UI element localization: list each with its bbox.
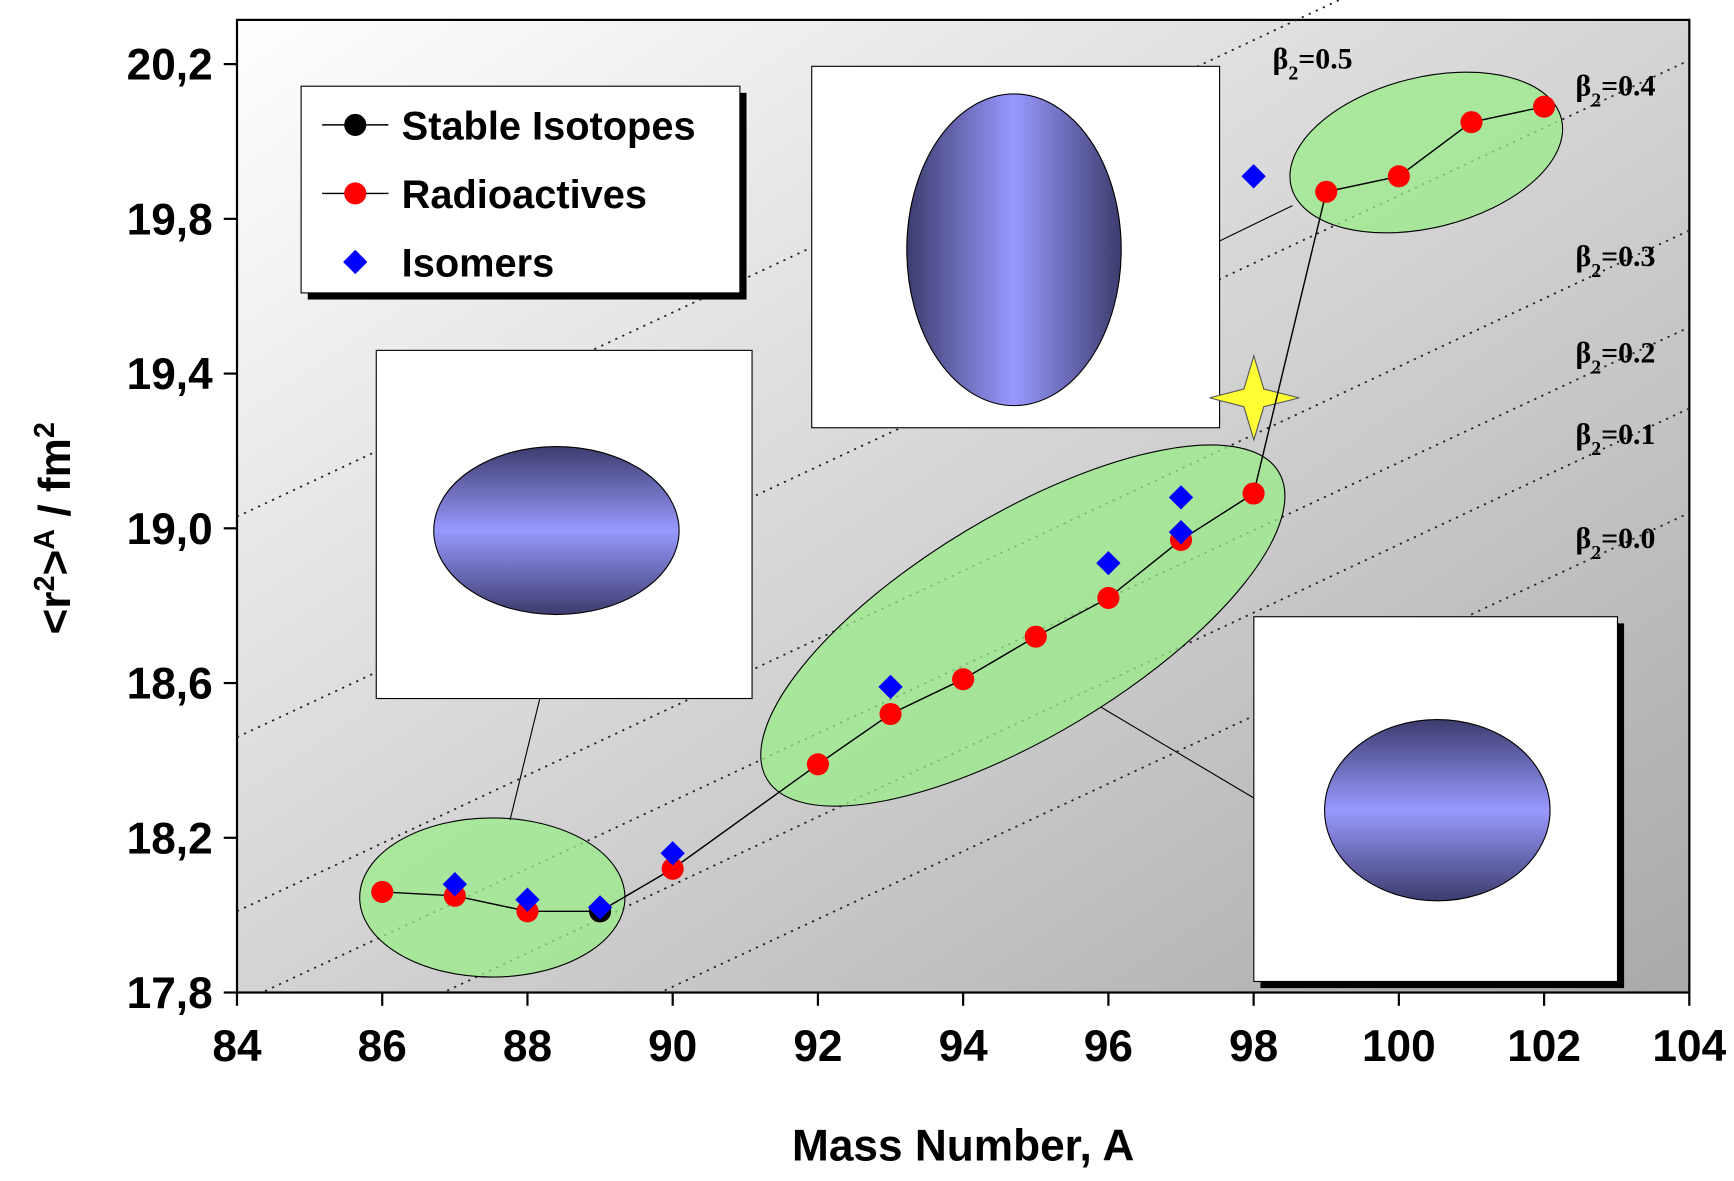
- nucleus-shape: [907, 94, 1121, 406]
- point: [952, 668, 974, 690]
- x-tick-label: 96: [1084, 1022, 1133, 1071]
- beta-sub: 2: [1288, 63, 1298, 85]
- y-axis-label: <r2>A / fm2: [29, 422, 80, 634]
- legend: Stable Isotopes Radioactives Isomers: [301, 86, 746, 299]
- x-tick-label: 100: [1362, 1022, 1436, 1071]
- nucleus-shape: [1325, 720, 1550, 901]
- point: [1097, 587, 1119, 609]
- nucleus-shape: [434, 447, 679, 615]
- region: [360, 818, 625, 977]
- point: [1460, 111, 1482, 133]
- beta-value: =0.1: [1601, 418, 1655, 451]
- legend-label: Stable Isotopes: [402, 104, 696, 148]
- beta-symbol: β: [1575, 418, 1591, 451]
- x-tick-label: 102: [1507, 1022, 1581, 1071]
- y-tick-label: 19,0: [127, 505, 213, 554]
- x-tick-label: 92: [793, 1022, 842, 1071]
- y-tick-label: 18,2: [127, 814, 213, 863]
- y-tick-label: 20,2: [127, 41, 213, 90]
- beta-sub: 2: [1591, 542, 1601, 564]
- y-label-part: <r: [31, 592, 80, 635]
- point: [371, 881, 393, 903]
- x-tick-label: 104: [1652, 1022, 1726, 1071]
- x-tick-label: 90: [648, 1022, 697, 1071]
- chart: Stable Isotopes Radioactives Isomers Mass …: [0, 0, 1734, 1176]
- y-tick-label: 19,8: [127, 195, 213, 244]
- beta-symbol: β: [1575, 70, 1591, 103]
- point: [1243, 482, 1265, 504]
- legend-label: Isomers: [402, 241, 555, 285]
- y-tick-label: 17,8: [127, 969, 213, 1018]
- beta-value: =0.5: [1298, 43, 1352, 76]
- y-label-part: >: [31, 550, 80, 576]
- beta-symbol: β: [1575, 336, 1591, 369]
- y-label-part: A: [29, 529, 61, 550]
- legend-marker: [344, 114, 366, 136]
- x-tick-label: 84: [212, 1022, 262, 1071]
- y-label-part: 2: [29, 422, 61, 438]
- x-tick-label: 98: [1229, 1022, 1278, 1071]
- y-tick-label: 18,6: [127, 660, 213, 709]
- x-tick-label: 86: [358, 1022, 407, 1071]
- beta-value: =0.0: [1601, 522, 1655, 555]
- beta-symbol: β: [1575, 240, 1591, 273]
- y-label-part: 2: [29, 576, 61, 592]
- beta-symbol: β: [1273, 43, 1289, 76]
- point: [1315, 181, 1337, 203]
- point: [807, 753, 829, 775]
- beta-value: =0.2: [1601, 336, 1655, 369]
- point: [1533, 96, 1555, 118]
- page: {"chart_data": {"type": "scatter", "xlab…: [0, 0, 1734, 1181]
- beta-sub: 2: [1591, 438, 1601, 460]
- point: [1388, 165, 1410, 187]
- legend-marker: [344, 182, 366, 204]
- beta-value: =0.4: [1601, 70, 1655, 103]
- x-axis-label: Mass Number, A: [792, 1122, 1134, 1171]
- beta-symbol: β: [1575, 522, 1591, 555]
- x-tick-label: 94: [939, 1022, 989, 1071]
- legend-label: Radioactives: [402, 173, 647, 217]
- beta-sub: 2: [1591, 90, 1601, 112]
- y-label-part: / fm: [31, 438, 80, 529]
- x-tick-label: 88: [503, 1022, 552, 1071]
- beta-sub: 2: [1591, 260, 1601, 282]
- point: [879, 703, 901, 725]
- point: [1025, 626, 1047, 648]
- y-tick-label: 19,4: [127, 350, 213, 399]
- beta-value: =0.3: [1601, 240, 1655, 273]
- beta-sub: 2: [1591, 356, 1601, 378]
